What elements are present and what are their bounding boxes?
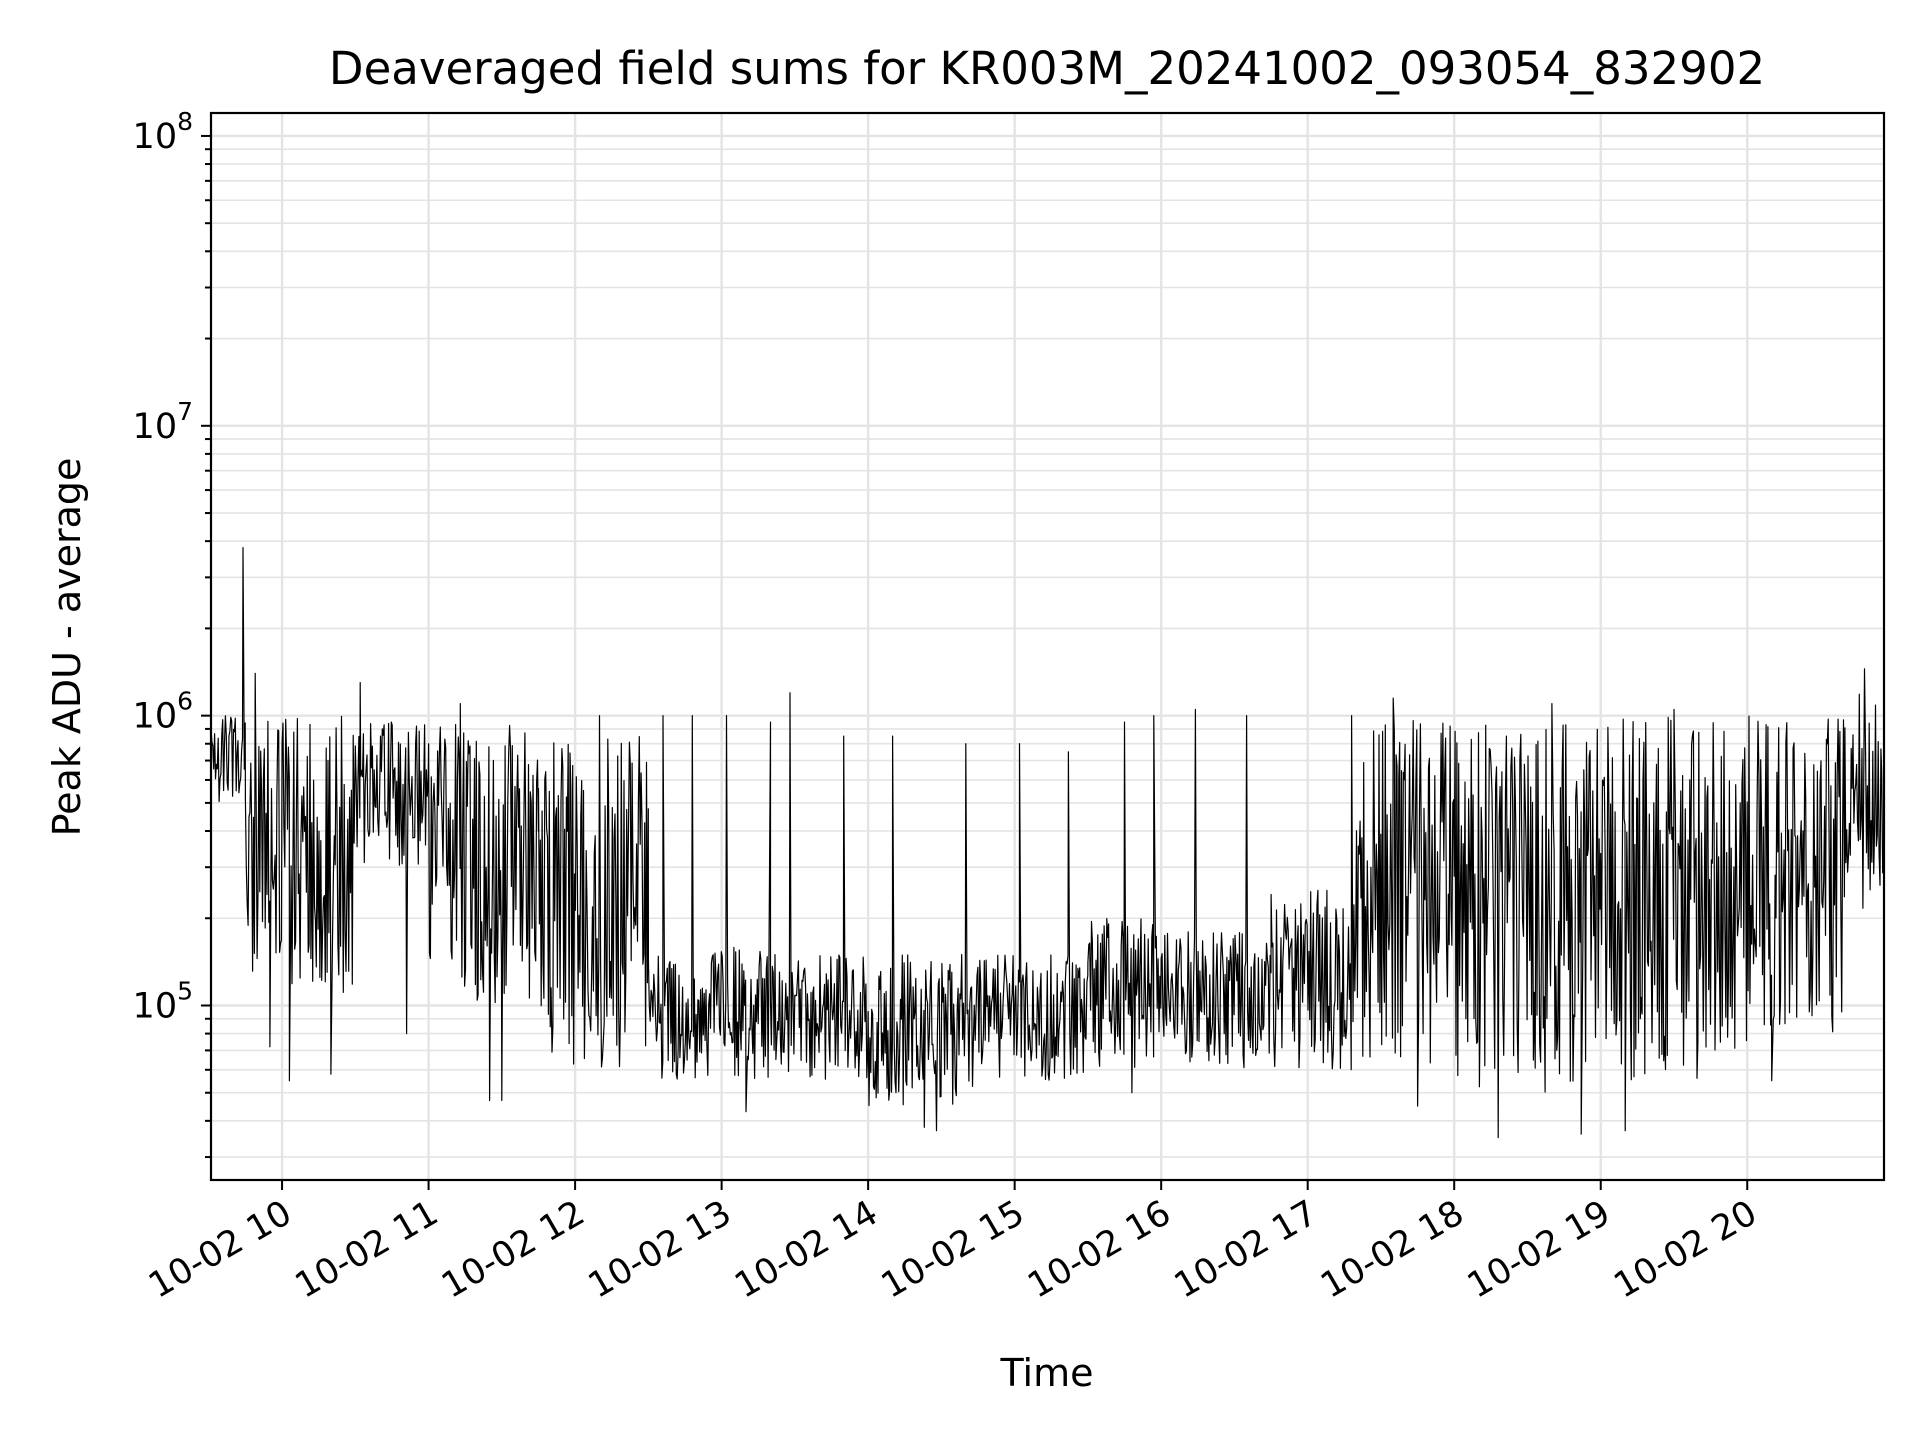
x-tick-label: 10-02 14: [728, 1193, 884, 1306]
x-tick-label: 10-02 16: [1021, 1193, 1177, 1306]
chart-title: Deaveraged field sums for KR003M_2024100…: [329, 42, 1765, 95]
x-tick-label: 10-02 12: [435, 1193, 591, 1306]
series-line: [210, 547, 1885, 1139]
x-tick-label: 10-02 11: [289, 1193, 445, 1306]
y-tick-label: 105: [133, 976, 193, 1026]
x-tick-label: 10-02 10: [142, 1193, 298, 1306]
series-group: [210, 547, 1885, 1139]
y-tick-label: 108: [133, 107, 193, 157]
x-tick-label: 10-02 13: [582, 1193, 738, 1306]
y-axis: 105 106 107 108: [133, 107, 211, 1159]
x-tick-label: 10-02 15: [875, 1193, 1031, 1306]
y-axis-label: Peak ADU - average: [45, 458, 89, 837]
y-tick-label: 107: [133, 397, 193, 447]
plot-frame: [209, 111, 1886, 1182]
y-tick-label: 106: [133, 687, 193, 737]
x-tick-label: 10-02 18: [1314, 1193, 1470, 1306]
x-axis-label: Time: [1000, 1351, 1094, 1395]
x-tick-label: 10-02 19: [1461, 1193, 1617, 1306]
x-tick-label: 10-02 20: [1607, 1193, 1763, 1306]
x-tick-label: 10-02 17: [1168, 1193, 1324, 1306]
